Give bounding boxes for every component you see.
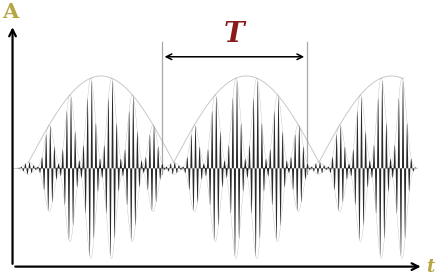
Text: t: t xyxy=(426,258,434,276)
Text: A: A xyxy=(2,2,18,22)
Text: T: T xyxy=(224,21,245,48)
